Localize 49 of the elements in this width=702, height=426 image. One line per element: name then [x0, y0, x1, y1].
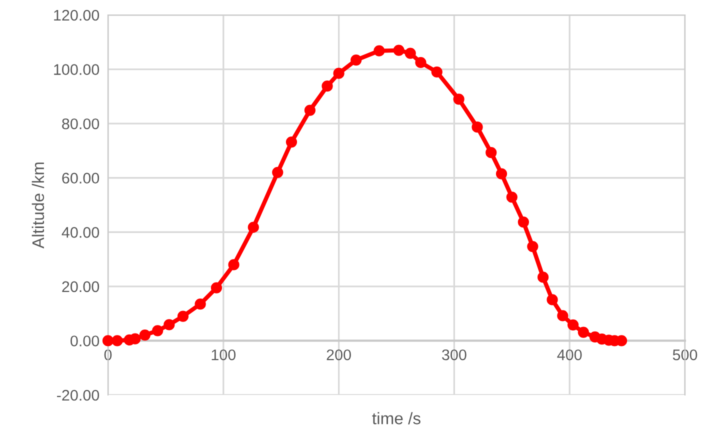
- x-axis-title: time /s: [372, 412, 420, 424]
- point: [557, 310, 568, 322]
- point: [152, 325, 164, 336]
- point: [393, 44, 404, 56]
- point: [112, 335, 123, 346]
- y-tick-label: 20.00: [62, 281, 100, 292]
- point: [177, 310, 189, 322]
- y-tick-label: 100.00: [54, 64, 100, 75]
- point: [546, 294, 558, 306]
- point: [322, 80, 333, 92]
- point: [431, 66, 442, 78]
- x-tick-label: 100: [212, 349, 236, 360]
- point: [472, 122, 483, 133]
- y-tick-label: -20.00: [57, 390, 100, 401]
- point: [374, 45, 385, 56]
- point: [286, 136, 298, 148]
- point: [130, 333, 141, 344]
- point: [164, 319, 175, 330]
- point: [527, 240, 538, 252]
- y-tick-label: 40.00: [62, 227, 100, 238]
- point: [506, 192, 518, 203]
- point: [578, 326, 590, 338]
- point: [102, 335, 114, 346]
- point: [139, 329, 150, 341]
- x-tick-label: 200: [326, 349, 351, 360]
- y-tick-label: 0.00: [70, 336, 100, 346]
- point: [350, 54, 362, 66]
- x-tick-label: 300: [442, 349, 466, 360]
- y-axis-title: Altitude /km: [32, 162, 44, 248]
- x-tick-label: 400: [557, 349, 582, 360]
- point: [486, 147, 497, 158]
- point: [333, 68, 344, 79]
- y-tick-label: 120.00: [54, 10, 100, 21]
- point: [496, 168, 508, 180]
- point: [248, 222, 259, 233]
- y-tick-label: 60.00: [62, 172, 100, 184]
- point: [453, 94, 464, 105]
- y-tick-label: 80.00: [62, 118, 100, 130]
- point: [568, 319, 579, 331]
- point: [228, 259, 240, 270]
- point: [194, 298, 206, 310]
- point: [538, 272, 549, 283]
- point: [272, 166, 284, 178]
- point: [404, 48, 416, 59]
- point: [304, 104, 316, 116]
- point: [415, 56, 426, 68]
- x-tick-label: 500: [672, 349, 698, 360]
- point: [210, 282, 222, 294]
- point: [518, 216, 529, 228]
